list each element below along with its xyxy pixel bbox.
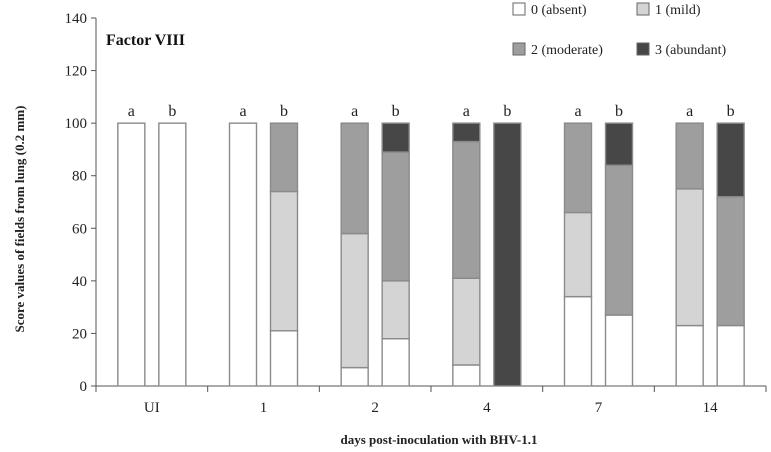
bar-segment: [493, 122, 522, 387]
bar-letter: b: [392, 103, 400, 120]
bar-segment: [716, 324, 745, 387]
bar-segment: [381, 122, 410, 153]
bar-segment: [228, 122, 258, 387]
bar-letter: b: [503, 103, 511, 120]
bar-segment: [716, 122, 745, 198]
bar-segment: [675, 324, 704, 387]
bar-segment: [716, 196, 745, 327]
bar-letter: b: [727, 103, 735, 120]
bar-segment: [269, 330, 299, 387]
bar-segment: [269, 190, 299, 332]
bar-letter: a: [574, 103, 581, 120]
legend-label: 0 (absent): [531, 3, 587, 18]
x-axis-title: days post-inoculation with BHV-1.1: [341, 432, 538, 447]
bar-segment: [452, 122, 481, 143]
x-tick-label: 2: [371, 400, 379, 416]
legend-swatch: [636, 42, 650, 56]
bar-letter: a: [686, 103, 693, 120]
y-tick-label: 80: [72, 169, 87, 185]
bar-segment: [675, 188, 704, 327]
bar-segment: [675, 122, 704, 190]
bars-layer: [117, 122, 745, 387]
bar-segment: [340, 366, 369, 387]
bar-letter: b: [280, 103, 288, 120]
bar-segment: [381, 151, 410, 282]
bar-segment: [381, 280, 410, 340]
y-tick-label: 20: [72, 326, 87, 342]
bar-segment: [452, 364, 481, 387]
bar-segment: [269, 122, 299, 193]
legend-swatch: [636, 2, 650, 16]
x-tick-label: UI: [144, 400, 160, 416]
x-tick-label: 7: [595, 400, 603, 416]
bar-letter: b: [615, 103, 623, 120]
bar-segment: [340, 122, 369, 235]
legend-label: 2 (moderate): [531, 43, 603, 58]
bar-segment: [381, 337, 410, 387]
bar-letter: a: [128, 103, 135, 120]
bar-letter: b: [168, 103, 176, 120]
y-tick-label: 100: [65, 116, 88, 132]
legend-label: 1 (mild): [655, 3, 701, 18]
bar-letter: a: [239, 103, 246, 120]
bar-segment: [117, 122, 146, 387]
legend-swatch: [512, 2, 526, 16]
bar-segment: [563, 295, 593, 387]
bar-letter: a: [463, 103, 470, 120]
y-tick-label: 60: [72, 221, 87, 237]
bar-segment: [604, 122, 634, 166]
bar-segment: [340, 232, 369, 369]
bar-letter: a: [351, 103, 358, 120]
bar-segment: [563, 211, 593, 298]
y-tick-label: 40: [72, 274, 87, 290]
legend-swatch: [512, 42, 526, 56]
legend-label: 3 (abundant): [655, 43, 726, 58]
y-tick-label: 120: [65, 64, 88, 80]
y-tick-label: 140: [65, 11, 88, 27]
bar-segment: [604, 314, 634, 387]
bar-segment: [452, 140, 481, 279]
y-axis-title: Score values of fields from lung (0.2 mm…: [12, 106, 27, 333]
x-tick-label: 4: [483, 400, 491, 416]
bar-segment: [158, 122, 187, 387]
x-tick-label: 14: [703, 400, 719, 416]
x-axis: UI 1 2 4 7 14: [95, 385, 767, 416]
x-tick-label: 1: [260, 400, 268, 416]
bar-segment: [604, 164, 634, 316]
chart-title: Factor VIII: [106, 32, 185, 49]
y-axis: 0 20 40 60 80 100 120 140: [65, 11, 97, 395]
bar-segment: [452, 277, 481, 366]
legend: 0 (absent) 1 (mild) 2 (moderate) 3 (abundan…: [512, 2, 726, 58]
bar-segment: [563, 122, 593, 214]
y-tick-label: 0: [80, 379, 88, 395]
